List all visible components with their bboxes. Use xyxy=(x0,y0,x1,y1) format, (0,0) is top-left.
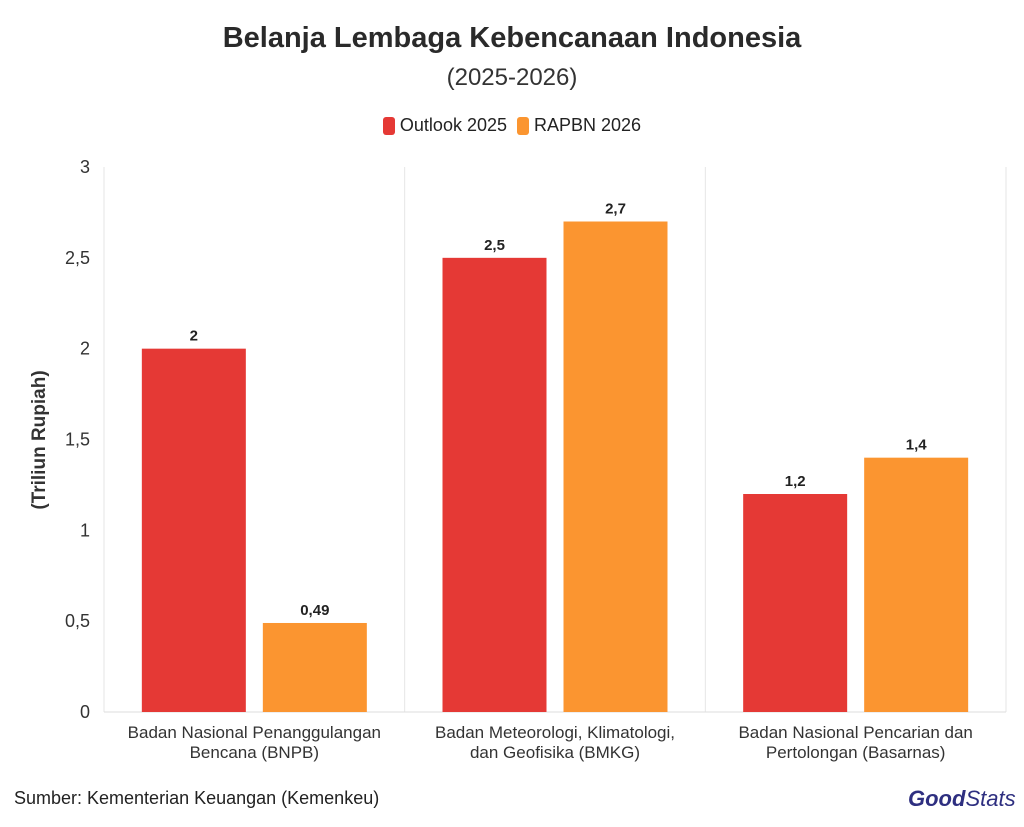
legend-label-outlook-2025: Outlook 2025 xyxy=(399,115,507,135)
x-tick-label: dan Geofisika (BMKG) xyxy=(470,743,640,762)
bar xyxy=(563,221,668,712)
bar xyxy=(743,494,848,712)
y-tick-label: 0,5 xyxy=(65,611,90,631)
legend-swatch-rapbn-2026 xyxy=(517,116,529,135)
bar xyxy=(442,257,547,712)
bar-value-label: 2,5 xyxy=(484,237,505,254)
chart-subtitle: (2025-2026) xyxy=(446,64,578,91)
bar-value-label: 1,2 xyxy=(785,473,806,490)
bar xyxy=(262,622,367,712)
legend-swatch-outlook-2025 xyxy=(382,116,395,135)
bar-value-label: 1,4 xyxy=(906,437,928,454)
legend: Outlook 2025 RAPBN 2026 xyxy=(0,115,1024,136)
y-tick-label: 0 xyxy=(80,702,90,722)
bar xyxy=(141,348,246,712)
legend-item-rapbn-2026: RAPBN 2026 xyxy=(517,115,641,136)
legend-label-rapbn-2026: RAPBN 2026 xyxy=(534,115,642,135)
y-tick-label: 1,5 xyxy=(65,430,90,450)
source-note: Sumber: Kementerian Keuangan (Kemenkeu) xyxy=(14,788,380,808)
chart-title: Belanja Lembaga Kebencanaan Indonesia xyxy=(222,22,802,54)
bar-value-label: 2,7 xyxy=(605,201,626,218)
bar-value-label: 0,49 xyxy=(300,602,329,619)
x-tick-label: Pertolongan (Basarnas) xyxy=(766,743,946,762)
y-tick-label: 2 xyxy=(80,339,90,359)
goodstats-logo: GoodStats xyxy=(908,786,1016,811)
y-axis-label: (Triliun Rupiah) xyxy=(29,370,50,509)
x-tick-label: Badan Meteorologi, Klimatologi, xyxy=(435,723,675,742)
y-tick-label: 2,5 xyxy=(65,248,90,268)
legend-item-outlook-2025: Outlook 2025 xyxy=(382,115,507,136)
x-tick-label: Badan Nasional Pencarian dan xyxy=(738,723,972,742)
y-tick-label: 1 xyxy=(80,520,90,540)
y-tick-label: 3 xyxy=(80,157,90,177)
bar xyxy=(864,457,969,712)
x-tick-label: Bencana (BNPB) xyxy=(190,743,319,762)
bar-value-label: 2 xyxy=(190,328,198,345)
x-tick-label: Badan Nasional Penanggulangan xyxy=(128,723,381,742)
